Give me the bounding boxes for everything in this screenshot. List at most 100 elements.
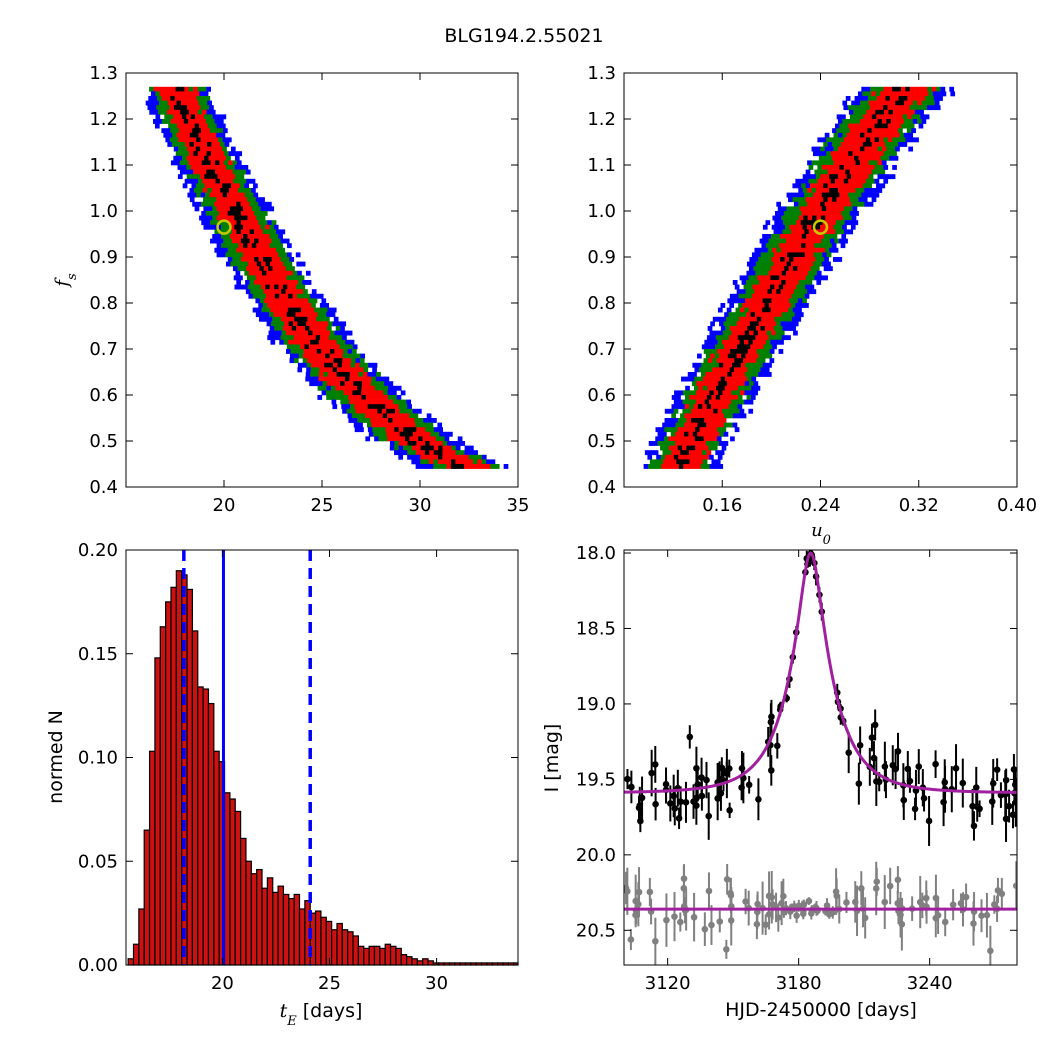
heat-cell: [229, 234, 235, 239]
data-point: [1009, 811, 1017, 819]
hist-bar: [256, 868, 263, 966]
heat-cell: [834, 137, 840, 143]
heat-cell: [349, 339, 355, 345]
heat-cell: [843, 192, 849, 198]
heat-cell: [772, 344, 777, 350]
heat-cell: [918, 86, 924, 92]
heat-cell: [355, 408, 361, 414]
heat-cell: [801, 266, 807, 272]
heat-cell: [803, 238, 809, 244]
heat-cell: [836, 114, 842, 120]
heat-cell: [190, 114, 196, 120]
heat-cell: [870, 178, 875, 184]
heat-cell: [901, 123, 906, 129]
heat-cell: [834, 238, 840, 244]
heat-cell: [216, 215, 222, 221]
heat-cell: [734, 349, 740, 354]
heat-cell: [850, 224, 856, 230]
heat-cell: [704, 408, 710, 414]
data-point: [993, 766, 1001, 773]
heat-cell: [718, 362, 724, 368]
heat-cell: [935, 105, 941, 111]
heat-cell: [806, 266, 811, 272]
y-tick-label: 0.8: [89, 293, 118, 314]
heat-cell: [758, 257, 763, 262]
heat-cell: [280, 229, 286, 235]
heat-cell: [152, 119, 158, 124]
heat-cell: [201, 169, 207, 175]
heat-cell: [729, 303, 735, 308]
heat-cell: [892, 151, 897, 157]
heat-cell: [287, 284, 292, 290]
heat-cell: [671, 404, 677, 410]
heat-cell: [818, 275, 824, 281]
heat-cell: [695, 418, 701, 423]
heat-cell: [788, 211, 793, 216]
heat-cell: [822, 252, 828, 258]
heat-cell: [232, 160, 238, 166]
heat-cell: [937, 91, 942, 97]
data-point: [632, 897, 639, 905]
heat-cell: [210, 169, 216, 175]
heat-cell: [813, 252, 819, 258]
heat-cell: [807, 215, 813, 221]
heat-cell: [426, 431, 431, 437]
heat-cell: [664, 418, 670, 423]
heat-cell: [920, 114, 925, 120]
heat-cell: [740, 362, 746, 368]
heat-cell: [285, 349, 291, 354]
heat-cell: [265, 206, 270, 212]
heat-cell: [827, 142, 833, 147]
heat-cell: [794, 312, 800, 318]
heat-cell: [272, 266, 278, 272]
heat-cell: [228, 169, 234, 175]
heat-cell: [723, 353, 729, 359]
heat-cell: [295, 275, 301, 281]
heat-cell: [685, 385, 690, 391]
heat-cell: [896, 123, 902, 129]
heat-cell: [807, 247, 812, 253]
heat-cell: [666, 422, 672, 428]
hist-bar: [277, 885, 285, 966]
heat-cell: [684, 450, 690, 456]
heat-cell: [389, 404, 395, 410]
x-tick-label: 3180: [776, 973, 822, 994]
heat-cell: [397, 399, 403, 405]
heat-cell: [225, 261, 231, 267]
heat-cell: [839, 151, 845, 157]
heat-cell: [197, 151, 203, 157]
heat-cell: [803, 280, 808, 285]
heat-cell: [218, 247, 224, 253]
heat-cell: [270, 339, 276, 345]
heat-cell: [225, 252, 231, 258]
heat-cell: [311, 362, 316, 368]
heat-cell: [212, 224, 217, 230]
heat-cell: [877, 188, 883, 193]
heat-cell: [704, 454, 710, 460]
heat-cell: [282, 312, 287, 318]
heat-cell: [274, 293, 280, 299]
heat-cell: [171, 142, 177, 147]
heat-cell: [923, 91, 929, 97]
heat-cell: [415, 422, 421, 428]
x-tick-label: 25: [311, 495, 334, 516]
heat-cell: [302, 362, 307, 368]
heat-cell: [430, 431, 436, 437]
heat-cell: [410, 418, 415, 423]
hist-bar: [336, 922, 343, 966]
heat-cell: [274, 307, 280, 313]
heat-cell: [814, 197, 820, 203]
heat-cell: [429, 441, 435, 446]
heat-cell: [402, 404, 408, 410]
heat-cell: [867, 155, 872, 161]
heat-cell: [386, 408, 391, 414]
heat-cell: [236, 211, 242, 216]
heat-cell: [374, 418, 380, 423]
heat-cell: [189, 197, 195, 203]
heat-cell: [783, 316, 788, 322]
heat-cell: [238, 215, 244, 221]
heat-cell: [213, 146, 219, 152]
heat-cell: [238, 224, 244, 230]
heat-cell: [310, 372, 315, 377]
heat-cell: [205, 220, 211, 226]
